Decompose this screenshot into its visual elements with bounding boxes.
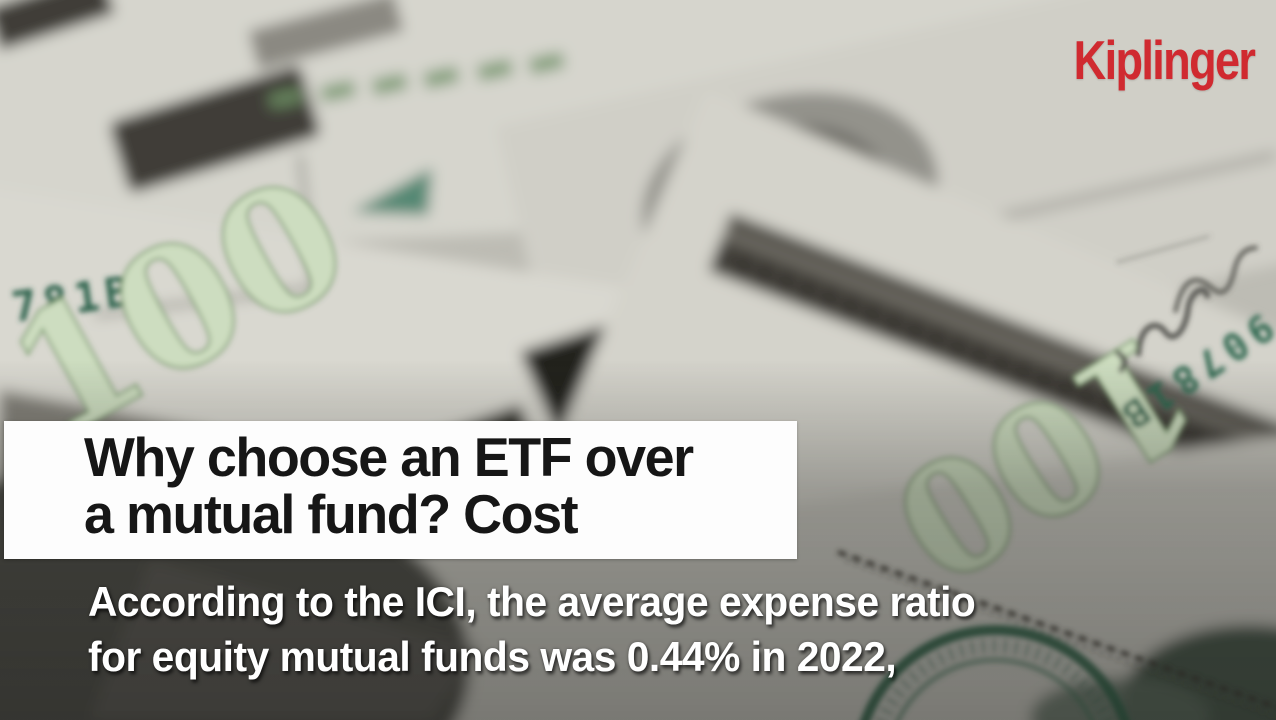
headline-line2: a mutual fund? Cost [84,483,579,545]
caption-text: According to the ICI, the average expens… [88,574,976,684]
headline-box: Why choose an ETF over a mutual fund? Co… [4,421,797,559]
caption-line2: for equity mutual funds was 0.44% in 202… [88,633,897,680]
headline-text: Why choose an ETF over a mutual fund? Co… [84,426,694,545]
green-triangle-ornament [352,168,432,215]
signature-scribble [1114,234,1258,374]
caption-line1: According to the ICI, the average expens… [88,578,976,625]
kiplinger-logo: Kiplinger [1073,29,1255,91]
treasury-seal [860,625,1130,720]
headline-line1: Why choose an ETF over [84,426,694,488]
